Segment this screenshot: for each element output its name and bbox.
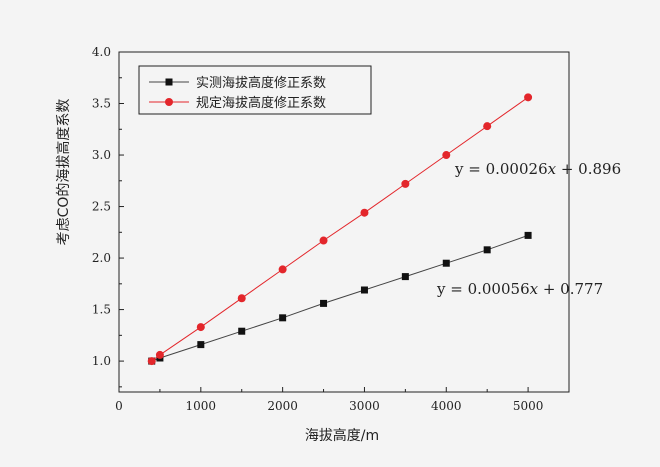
- x-axis: 0 1000 2000 3000 4000 5000: [115, 387, 543, 413]
- series-1-line: [151, 96, 529, 362]
- series-0-line: [151, 234, 529, 362]
- series-0-point: [238, 327, 246, 335]
- plot-frame: [118, 51, 570, 393]
- y-tick-label: 1.0: [92, 354, 111, 368]
- y-tick-label: 4.0: [92, 45, 111, 59]
- x-tick-label: 5000: [513, 399, 544, 413]
- x-tick-label: 1000: [186, 399, 217, 413]
- series-1: [147, 93, 533, 366]
- series-0-point: [360, 286, 368, 294]
- x-tick-label: 4000: [431, 399, 462, 413]
- series-0-point: [442, 259, 450, 267]
- x-tick-label: 2000: [267, 399, 298, 413]
- y-tick-label: 1.5: [92, 303, 111, 317]
- series-0-point: [320, 299, 328, 307]
- series-1-point: [237, 294, 246, 303]
- series-1-point: [360, 208, 369, 217]
- y-axis: 1.0 1.5 2.0 2.5 3.0 3.5 4.0: [92, 45, 124, 388]
- legend-box: [138, 65, 372, 115]
- series-0-point: [197, 341, 205, 349]
- series-0-point: [401, 273, 409, 281]
- series-layer: [147, 93, 533, 366]
- series-0-point: [524, 231, 532, 239]
- y-tick-label: 2.5: [92, 200, 111, 214]
- y-tick-label: 2.0: [92, 251, 111, 265]
- series-0-point: [483, 246, 491, 254]
- y-tick-label: 3.0: [92, 148, 111, 162]
- series-1-point: [401, 179, 410, 188]
- legend-label-series-1: 规定海拔高度修正系数: [196, 95, 326, 111]
- series-1-point: [155, 350, 164, 359]
- series-1-point: [196, 323, 205, 332]
- series-0-point: [279, 314, 287, 322]
- x-tick-label: 3000: [349, 399, 380, 413]
- legend-label-series-0: 实测海拔高度修正系数: [196, 75, 326, 91]
- y-axis-title: 考虑CO的海拔高度系数: [55, 99, 72, 246]
- series-1-point: [147, 357, 156, 366]
- series-1-point: [483, 122, 492, 131]
- series-0: [148, 231, 532, 365]
- series-1-point: [524, 93, 533, 102]
- x-tick-label: 0: [115, 399, 123, 413]
- legend-marker-series-0: [165, 78, 173, 86]
- equation-series-1: y = 0.00026x + 0.896: [454, 160, 621, 178]
- series-1-point: [442, 151, 451, 160]
- series-1-point: [278, 265, 287, 274]
- series-1-point: [319, 236, 328, 245]
- x-axis-title: 海拔高度/m: [305, 427, 379, 444]
- legend-marker-series-1: [165, 98, 173, 106]
- equation-series-0: y = 0.00056x + 0.777: [436, 280, 603, 298]
- legend: 实测海拔高度修正系数 规定海拔高度修正系数: [138, 65, 372, 115]
- y-tick-label: 3.5: [92, 97, 111, 111]
